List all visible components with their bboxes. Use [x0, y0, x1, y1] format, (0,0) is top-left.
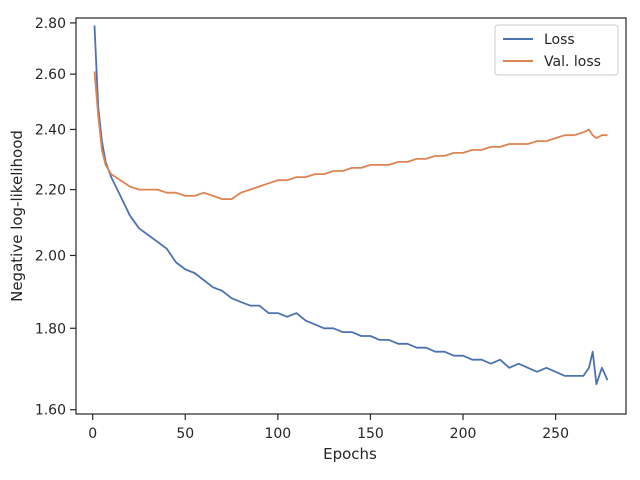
y-tick-label: 2.80 [35, 16, 66, 32]
x-tick-label: 150 [357, 426, 384, 442]
legend-box [494, 24, 619, 76]
plot-area [75, 17, 627, 415]
x-tick-label: 250 [542, 426, 569, 442]
y-tick-label: 2.00 [35, 248, 66, 264]
ticks-layer: 0 50 100 150 200 250 1.60 1.80 2.00 2.20 2.40 2.60 2… [35, 16, 569, 442]
x-tick-label: 100 [264, 426, 291, 442]
x-tick-label: 0 [88, 426, 97, 442]
y-tick-label: 2.20 [35, 183, 66, 199]
legend-label-val-loss: Val. loss [544, 54, 601, 70]
y-tick-label: 2.40 [35, 122, 66, 138]
series-line-val-loss [93, 71, 608, 201]
y-tick-label: 2.60 [35, 67, 66, 83]
series-layer [93, 25, 609, 386]
y-tick-label: 1.60 [35, 403, 66, 419]
legend: Loss Val. loss [494, 24, 619, 76]
legend-label-loss: Loss [544, 32, 575, 48]
x-tick-label: 50 [176, 426, 194, 442]
x-tick-label: 200 [450, 426, 477, 442]
y-tick-label: 1.80 [35, 321, 66, 337]
series-line-loss [93, 25, 609, 386]
y-axis-label: Negative log-likelihood [8, 130, 26, 302]
x-axis-label: Epochs [323, 445, 377, 463]
